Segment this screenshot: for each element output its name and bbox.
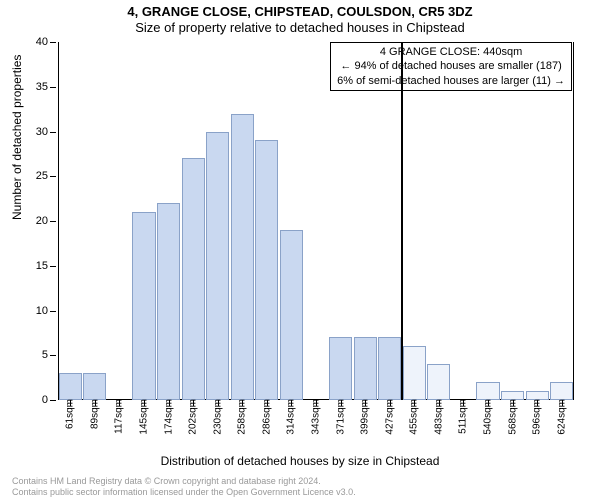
y-tick-label: 25 <box>22 170 48 182</box>
x-tick-label: 202sqm <box>188 399 199 435</box>
y-tick <box>50 132 56 133</box>
x-tick-label: 258sqm <box>237 399 248 435</box>
property-marker-line <box>401 42 403 400</box>
histogram-bar <box>206 132 229 401</box>
histogram-bar <box>476 382 499 400</box>
x-tick-label: 230sqm <box>212 399 223 435</box>
x-tick-label: 371sqm <box>335 399 346 435</box>
histogram-bar <box>378 337 401 400</box>
x-tick-label: 455sqm <box>409 399 420 435</box>
x-tick-label: 511sqm <box>458 399 469 434</box>
plot-area: 051015202530354061sqm89sqm117sqm145sqm17… <box>58 42 574 400</box>
y-tick-label: 0 <box>22 394 48 406</box>
x-tick-label: 89sqm <box>89 399 100 429</box>
histogram-bar <box>329 337 352 400</box>
x-tick-label: 343sqm <box>311 399 322 435</box>
x-tick-label: 174sqm <box>163 399 174 435</box>
y-tick <box>50 87 56 88</box>
x-tick-label: 624sqm <box>556 399 567 435</box>
histogram-bar <box>550 382 573 400</box>
histogram-bar <box>354 337 377 400</box>
footer: Contains HM Land Registry data © Crown c… <box>12 476 356 499</box>
x-tick-label: 568sqm <box>507 399 518 435</box>
y-tick-label: 35 <box>22 81 48 93</box>
y-tick <box>50 221 56 222</box>
x-axis-title: Distribution of detached houses by size … <box>0 454 600 468</box>
x-tick-label: 483sqm <box>433 399 444 435</box>
x-tick-label: 117sqm <box>114 399 125 434</box>
histogram-bar <box>231 114 254 400</box>
y-tick-label: 20 <box>22 215 48 227</box>
y-tick <box>50 311 56 312</box>
histogram-bar <box>59 373 82 400</box>
x-tick-label: 540sqm <box>483 399 494 435</box>
chart-subtitle: Size of property relative to detached ho… <box>0 20 600 35</box>
footer-line-1: Contains HM Land Registry data © Crown c… <box>12 476 356 487</box>
y-tick-label: 30 <box>22 126 48 138</box>
histogram-bar <box>83 373 106 400</box>
histogram-bar <box>255 140 278 400</box>
chart-title: 4, GRANGE CLOSE, CHIPSTEAD, COULSDON, CR… <box>0 4 600 19</box>
histogram-bar <box>182 158 205 400</box>
y-tick <box>50 266 56 267</box>
y-tick-label: 40 <box>22 36 48 48</box>
y-tick <box>50 400 56 401</box>
x-tick-label: 145sqm <box>139 399 150 435</box>
histogram-bar <box>280 230 303 400</box>
histogram-bar <box>157 203 180 400</box>
y-tick <box>50 355 56 356</box>
x-tick-label: 314sqm <box>286 399 297 435</box>
y-tick-label: 15 <box>22 260 48 272</box>
x-tick-label: 286sqm <box>261 399 272 435</box>
histogram-bar <box>132 212 155 400</box>
x-tick-label: 427sqm <box>384 399 395 435</box>
footer-line-2: Contains public sector information licen… <box>12 487 356 498</box>
y-tick <box>50 42 56 43</box>
histogram-bar <box>427 364 450 400</box>
x-tick-label: 596sqm <box>532 399 543 435</box>
x-tick-label: 399sqm <box>360 399 371 435</box>
x-tick-label: 61sqm <box>65 399 76 429</box>
bars-group <box>58 42 574 400</box>
y-tick-label: 5 <box>22 349 48 361</box>
y-tick-label: 10 <box>22 305 48 317</box>
y-tick <box>50 176 56 177</box>
histogram-bar <box>403 346 426 400</box>
